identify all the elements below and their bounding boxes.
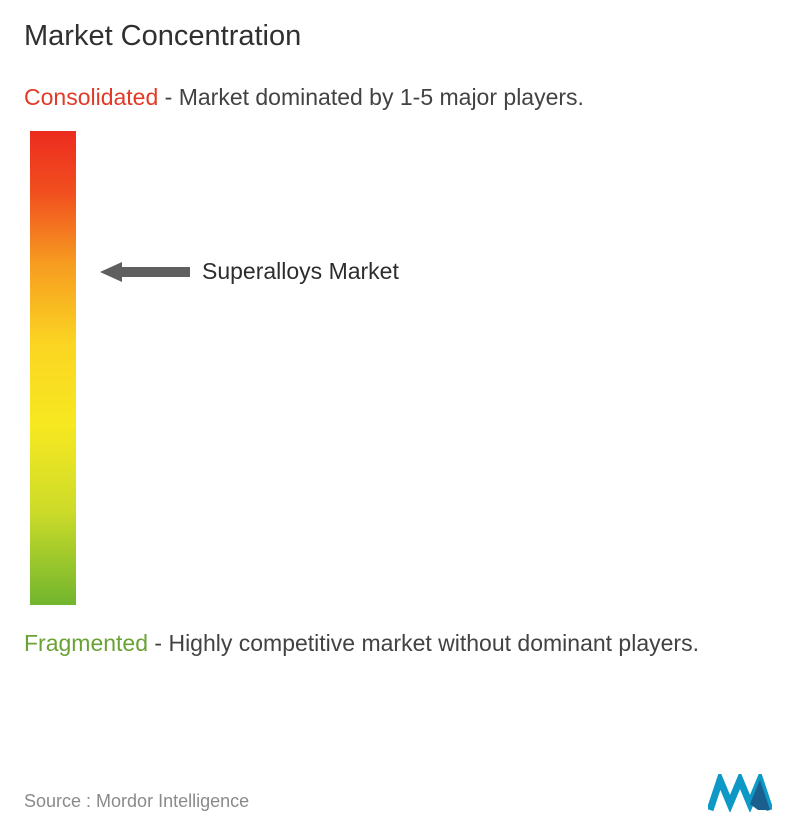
market-marker: Superalloys Market — [100, 258, 399, 285]
legend-fragmented: Fragmented - Highly competitive market w… — [24, 629, 772, 659]
footer: Source : Mordor Intelligence — [24, 774, 772, 812]
legend-consolidated-desc: - Market dominated by 1-5 major players. — [158, 84, 584, 110]
legend-consolidated: Consolidated - Market dominated by 1-5 m… — [24, 83, 772, 113]
marker-label: Superalloys Market — [202, 258, 399, 285]
gradient-bar — [30, 131, 76, 605]
source-prefix: Source : — [24, 791, 96, 811]
legend-consolidated-term: Consolidated — [24, 84, 158, 110]
source-name: Mordor Intelligence — [96, 791, 249, 811]
legend-fragmented-term: Fragmented — [24, 630, 148, 656]
concentration-scale: Superalloys Market — [30, 131, 772, 611]
arrow-left-icon — [100, 262, 190, 282]
legend-fragmented-desc: - Highly competitive market without domi… — [148, 630, 699, 656]
page-title: Market Concentration — [24, 20, 772, 53]
source-text: Source : Mordor Intelligence — [24, 791, 249, 812]
mordor-logo-icon — [708, 774, 772, 812]
